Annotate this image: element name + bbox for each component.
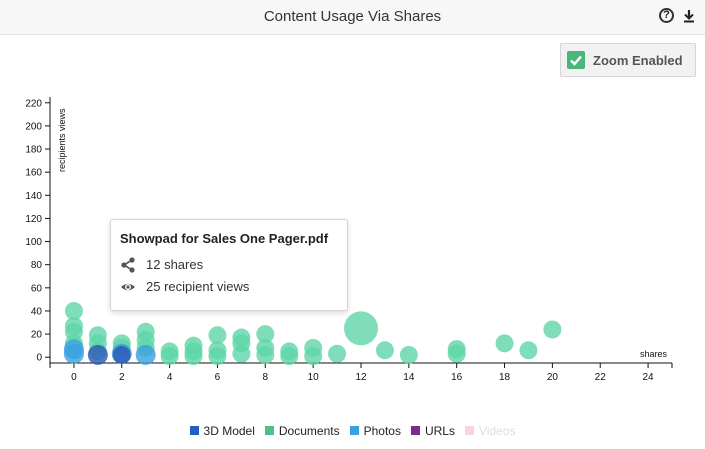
legend-label: URLs xyxy=(424,424,455,438)
data-point[interactable] xyxy=(519,341,538,360)
data-point[interactable] xyxy=(256,325,275,344)
y-axis: 0 20 40 60 80 100 120 140 160 180 200 220 xyxy=(25,97,51,364)
legend-item-3d-model[interactable]: 3D Model xyxy=(189,424,255,438)
x-axis-title: shares xyxy=(640,349,668,359)
data-point[interactable] xyxy=(280,347,299,366)
data-point[interactable] xyxy=(232,344,251,363)
data-point[interactable] xyxy=(399,345,418,364)
y-tick-label: 0 xyxy=(36,353,42,364)
legend-label: 3D Model xyxy=(203,424,255,438)
x-tick-label: 14 xyxy=(403,372,415,383)
tooltip-views-text: 25 recipient views xyxy=(146,279,250,294)
y-tick-label: 160 xyxy=(25,168,42,179)
data-point[interactable] xyxy=(208,347,227,366)
help-circle-icon[interactable]: ? xyxy=(659,8,674,23)
zoom-label: Zoom Enabled xyxy=(593,53,683,68)
legend-item-videos[interactable]: Videos xyxy=(464,424,516,438)
x-tick-label: 18 xyxy=(499,372,511,383)
y-tick-label: 60 xyxy=(31,283,43,294)
y-tick-label: 200 xyxy=(25,121,42,132)
data-points xyxy=(63,301,562,366)
data-point[interactable] xyxy=(495,334,514,353)
data-point[interactable] xyxy=(208,326,227,345)
data-point[interactable] xyxy=(135,344,156,365)
x-tick-label: 10 xyxy=(308,372,320,383)
chart-title: Content Usage Via Shares xyxy=(263,8,442,25)
legend-item-urls[interactable]: URLs xyxy=(410,424,455,438)
x-tick-label: 8 xyxy=(263,372,269,383)
y-tick-label: 120 xyxy=(25,214,42,225)
x-tick-label: 22 xyxy=(595,372,607,383)
data-point[interactable] xyxy=(344,311,378,346)
legend-item-documents[interactable]: Documents xyxy=(264,424,340,438)
data-point[interactable] xyxy=(543,320,562,339)
data-point[interactable] xyxy=(87,344,108,365)
x-tick-label: 24 xyxy=(643,372,655,383)
data-point[interactable] xyxy=(160,347,179,366)
y-tick-label: 220 xyxy=(25,98,42,109)
data-point[interactable] xyxy=(184,347,203,366)
download-icon[interactable] xyxy=(682,9,696,23)
data-point[interactable] xyxy=(112,345,131,364)
data-point[interactable] xyxy=(447,344,466,363)
legend-label: Videos xyxy=(478,424,516,438)
y-tick-label: 80 xyxy=(31,260,43,271)
y-tick-label: 180 xyxy=(25,145,42,156)
legend-swatch xyxy=(464,426,474,435)
series-3d-model xyxy=(87,344,131,365)
zoom-toggle-button[interactable]: Zoom Enabled xyxy=(560,43,696,77)
tooltip-shares-text: 12 shares xyxy=(146,257,204,272)
x-tick-label: 12 xyxy=(355,372,367,383)
legend-swatch xyxy=(349,426,359,435)
data-point[interactable] xyxy=(304,347,323,366)
legend-swatch xyxy=(410,426,420,435)
eye-icon xyxy=(121,283,135,291)
x-tick-label: 16 xyxy=(451,372,463,383)
chart-header: Content Usage Via Shares ? xyxy=(0,0,705,35)
data-tooltip: Showpad for Sales One Pager.pdf 12 share… xyxy=(110,219,348,311)
data-point[interactable] xyxy=(256,345,275,364)
legend-label: Photos xyxy=(363,424,401,438)
x-tick-label: 0 xyxy=(71,372,77,383)
data-point[interactable] xyxy=(63,343,84,364)
legend-label: Documents xyxy=(278,424,340,438)
data-point[interactable] xyxy=(328,344,347,363)
data-point[interactable] xyxy=(375,341,394,360)
zoom-checkbox[interactable] xyxy=(567,51,585,69)
data-point[interactable] xyxy=(64,301,83,320)
y-axis-title: recipients views xyxy=(57,108,67,172)
x-tick-label: 6 xyxy=(215,372,221,383)
x-tick-label: 2 xyxy=(119,372,125,383)
y-tick-label: 140 xyxy=(25,191,42,202)
x-tick-label: 4 xyxy=(167,372,173,383)
legend-swatch xyxy=(189,426,199,435)
x-tick-label: 20 xyxy=(547,372,559,383)
legend-swatch xyxy=(264,426,274,435)
y-tick-label: 40 xyxy=(31,306,43,317)
tooltip-title: Showpad for Sales One Pager.pdf xyxy=(120,231,329,246)
legend-item-photos[interactable]: Photos xyxy=(349,424,401,438)
y-tick-label: 100 xyxy=(25,237,42,248)
x-axis: 0 2 4 6 8 10 12 14 16 18 20 22 24 xyxy=(49,362,673,383)
share-icon xyxy=(121,257,135,273)
check-icon xyxy=(570,55,582,66)
chart-legend: 3D Model Documents Photos URLs Videos xyxy=(0,424,705,440)
y-tick-label: 20 xyxy=(31,330,43,341)
